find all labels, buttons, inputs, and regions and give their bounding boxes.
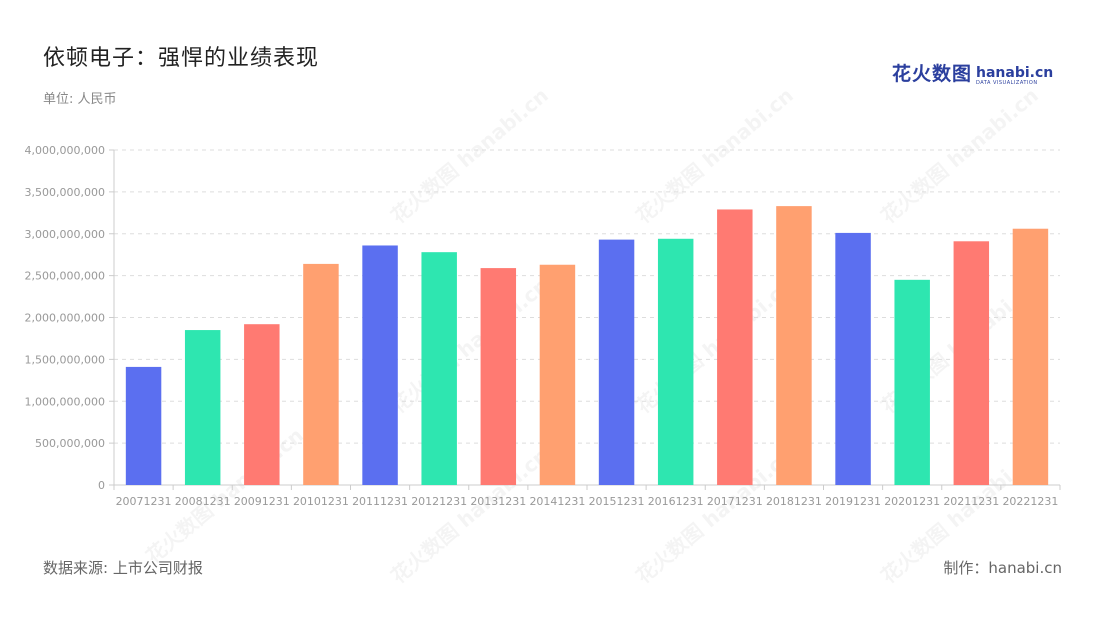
unit-subtitle: 单位: 人民币 <box>43 92 117 107</box>
y-tick-label: 0 <box>98 479 105 492</box>
logo-en-text: hanabi.cn <box>976 65 1054 81</box>
bar <box>657 238 694 485</box>
page-title: 依顿电子：强悍的业绩表现 <box>43 46 320 71</box>
bar <box>776 206 812 486</box>
x-tick-label: 20211231 <box>943 495 999 508</box>
x-tick-label: 20081231 <box>175 495 231 508</box>
x-tick-label: 20201231 <box>884 495 940 508</box>
y-tick-label: 1,500,000,000 <box>25 353 105 366</box>
bar <box>598 239 635 485</box>
x-tick-label: 20121231 <box>411 495 467 508</box>
y-tick-label: 500,000,000 <box>35 437 105 450</box>
y-tick-label: 4,000,000,000 <box>25 144 105 157</box>
bar <box>184 330 221 485</box>
x-tick-label: 20161231 <box>648 495 704 508</box>
y-tick-label: 3,500,000,000 <box>25 186 105 199</box>
x-tick-label: 20111231 <box>352 495 408 508</box>
bar <box>244 324 280 485</box>
bar <box>894 279 930 485</box>
x-tick-label: 20141231 <box>529 495 585 508</box>
data-source-note: 数据来源: 上市公司财报 <box>43 559 203 577</box>
logo-cn-text: 花火数图 <box>892 63 973 85</box>
bar <box>480 268 517 485</box>
credit-note: 制作：hanabi.cn <box>943 559 1062 577</box>
x-tick-label: 20181231 <box>766 495 822 508</box>
y-tick-label: 1,000,000,000 <box>25 395 105 408</box>
x-tick-label: 20091231 <box>234 495 290 508</box>
bar <box>362 245 398 485</box>
logo-sub-text: DATA VISUALIZATION <box>976 80 1038 86</box>
bar <box>421 252 457 485</box>
x-tick-label: 20131231 <box>470 495 526 508</box>
bar <box>717 209 753 485</box>
bar <box>953 241 990 485</box>
x-tick-label: 20221231 <box>1002 495 1058 508</box>
x-tick-label: 20191231 <box>825 495 881 508</box>
y-tick-label: 2,500,000,000 <box>25 270 105 283</box>
bar <box>125 366 162 485</box>
y-tick-label: 3,000,000,000 <box>25 228 105 241</box>
brand-logo: 花火数图 hanabi.cn DATA VISUALIZATION <box>892 60 1053 86</box>
bar <box>1012 228 1049 485</box>
y-tick-label: 2,000,000,000 <box>25 312 105 325</box>
x-tick-label: 20101231 <box>293 495 349 508</box>
logo-en-block: hanabi.cn DATA VISUALIZATION <box>976 66 1053 86</box>
bar <box>539 264 576 485</box>
bar <box>835 232 871 485</box>
bar <box>303 263 339 485</box>
x-tick-label: 20171231 <box>707 495 763 508</box>
x-tick-label: 20071231 <box>116 495 172 508</box>
x-tick-label: 20151231 <box>589 495 645 508</box>
